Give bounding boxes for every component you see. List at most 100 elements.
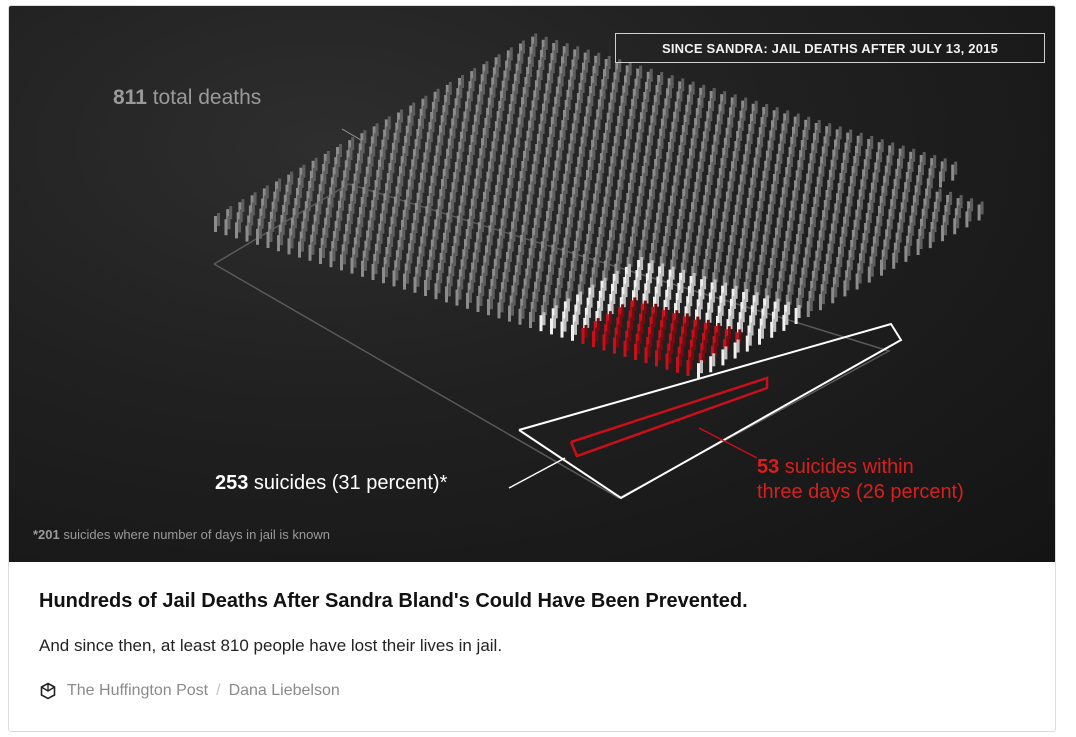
death-bar-side: [728, 124, 732, 138]
death-bar-side: [547, 281, 551, 295]
death-bar-side: [634, 223, 638, 237]
death-bar-side: [534, 161, 538, 175]
death-bar-side: [612, 227, 615, 241]
death-bar-side: [473, 68, 477, 82]
death-bar-side: [487, 114, 491, 128]
death-bar-side: [781, 268, 785, 282]
death-bar-side: [580, 217, 584, 231]
death-bar-side: [362, 204, 365, 218]
death-bar-side: [870, 136, 874, 149]
death-bar-side: [727, 326, 731, 340]
death-bar: [466, 292, 469, 309]
death-bar-side: [360, 214, 364, 228]
death-bar-side: [442, 122, 445, 136]
link-preview-card[interactable]: SINCE SANDRA: JAIL DEATHS AFTER JULY 13,…: [8, 5, 1056, 732]
death-bar-side: [785, 311, 789, 325]
death-bar-side: [749, 131, 753, 145]
death-bar-side: [738, 329, 742, 343]
death-bar-side: [854, 163, 858, 177]
death-bar-side: [311, 241, 315, 255]
death-bar-side: [658, 82, 662, 96]
death-bar-side: [755, 228, 759, 242]
death-bar-side: [639, 193, 643, 207]
death-bar-side: [634, 159, 638, 173]
death-bar-side: [559, 147, 563, 161]
death-bar-side: [858, 206, 862, 220]
death-bar-side: [764, 241, 768, 255]
death-bar-side: [648, 206, 652, 220]
death-bar-side: [748, 268, 752, 282]
death-bar-side: [541, 120, 545, 134]
death-bar-side: [269, 229, 273, 242]
death-bar-side: [374, 197, 378, 211]
death-bar-side: [589, 230, 593, 244]
death-bar-side: [519, 252, 523, 266]
death-bar-side: [585, 59, 588, 73]
death-bar-side: [596, 190, 600, 204]
death-bar-side: [503, 151, 507, 165]
death-bar-side: [449, 209, 453, 223]
death-bar: [676, 356, 679, 373]
death-bar-side: [723, 91, 727, 105]
death-bar-side: [363, 130, 367, 144]
death-bar-side: [433, 109, 437, 122]
death-bar-side: [363, 194, 367, 207]
death-bar-side: [450, 135, 454, 149]
death-bar-side: [544, 36, 548, 50]
death-bar-side: [558, 83, 562, 97]
death-bar-side: [515, 144, 519, 158]
death-bar-side: [826, 133, 830, 147]
death-bar-side: [471, 142, 475, 155]
death-bar: [867, 266, 871, 283]
death-bar-side: [709, 108, 713, 122]
death-bar-side: [740, 117, 744, 131]
death-bar-side: [332, 248, 336, 262]
death-bar-side: [775, 107, 779, 121]
death-bar-side: [561, 264, 565, 278]
death-bar-side: [828, 123, 832, 137]
death-bar-side: [711, 225, 715, 239]
death-bar-side: [614, 79, 618, 93]
author-name[interactable]: Dana Liebelson: [228, 682, 340, 699]
death-bar-side: [400, 237, 404, 251]
death-bar-side: [482, 209, 486, 222]
death-bar-side: [552, 124, 556, 137]
death-bar-side: [585, 187, 589, 201]
death-bar-side: [788, 164, 792, 178]
article-title[interactable]: Hundreds of Jail Deaths After Sandra Bla…: [39, 590, 748, 612]
death-bar-side: [377, 240, 381, 254]
death-bar-side: [625, 210, 629, 224]
death-bar-side: [576, 174, 580, 187]
death-bar-side: [483, 71, 487, 85]
death-bar-side: [629, 317, 633, 331]
death-bar-side: [746, 215, 750, 229]
death-bar-side: [281, 222, 285, 236]
death-bar: [340, 254, 343, 271]
death-bar-side: [347, 157, 351, 171]
death-bar-side: [469, 88, 473, 102]
source-name[interactable]: The Huffington Post: [67, 682, 209, 699]
death-bar-side: [793, 261, 797, 275]
hero-infographic[interactable]: SINCE SANDRA: JAIL DEATHS AFTER JULY 13,…: [9, 6, 1055, 562]
death-bar-side: [875, 169, 879, 183]
death-bar-side: [515, 80, 519, 94]
death-bar-side: [398, 183, 402, 197]
death-bar-side: [766, 295, 770, 309]
death-bar-side: [889, 216, 893, 230]
death-bar-side: [813, 277, 817, 291]
death-bar-side: [764, 305, 768, 319]
death-bar-side: [570, 278, 574, 292]
death-bar-side: [634, 95, 638, 109]
death-bar-side: [407, 196, 411, 210]
death-bar-side: [858, 142, 861, 156]
death-bar-side: [823, 281, 827, 295]
death-bar-side: [468, 98, 472, 112]
death-bar-side: [536, 214, 540, 228]
death-bar-side: [690, 155, 694, 169]
death-bar-side: [767, 157, 771, 171]
death-bar-side: [919, 236, 923, 249]
death-bar-side: [895, 249, 899, 263]
death-bar-side: [765, 231, 769, 245]
death-bar-side: [449, 145, 453, 159]
death-bar-side: [682, 333, 686, 347]
